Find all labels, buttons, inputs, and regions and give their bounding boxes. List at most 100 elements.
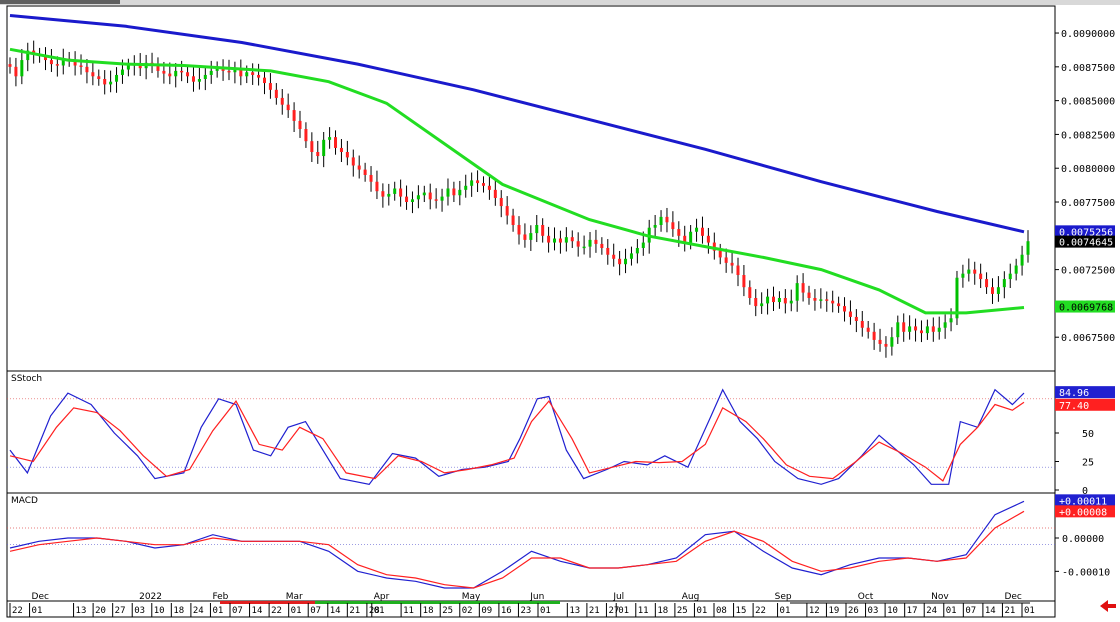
day-label: 01 (540, 606, 551, 616)
sstoch-tick-label: 0 (1082, 486, 1088, 497)
candle-body (156, 64, 160, 71)
candle-body (1002, 279, 1006, 288)
candle-body (1014, 265, 1018, 274)
day-label: 07 (965, 606, 976, 616)
day-label: 01 (696, 606, 707, 616)
month-label: Mar (286, 592, 303, 602)
scroll-left-arrow-icon[interactable] (1100, 600, 1116, 612)
sstoch-k-line (9, 388, 1025, 485)
day-label: 22 (755, 606, 766, 616)
last-price-label: 0.0074645 (1059, 238, 1113, 249)
day-label: 10 (887, 606, 898, 616)
candle-body (434, 199, 438, 201)
ma-slow-value-label: 0.0075256 (1059, 227, 1113, 238)
sstoch-tick-label: 50 (1082, 429, 1094, 440)
sstoch-axis: 50 25 0 (7, 398, 1094, 497)
candle-body (493, 189, 497, 198)
candle-body (541, 225, 545, 236)
candle-body (843, 306, 847, 312)
last-price-label-box (1055, 235, 1115, 248)
price-tick-label: 0.0072500 (1061, 266, 1115, 277)
macd-signal-line (9, 510, 1025, 589)
candle-body (777, 298, 781, 303)
candle-body (120, 69, 124, 75)
x-axis-months: Dec 2022 Feb Mar Apr May Jun Jul Aug Sep Oct Nov Dec (32, 592, 1022, 602)
candle-body (612, 254, 616, 259)
candle-body (831, 300, 835, 304)
macd-value-labels: +0.00011+0.00008 (1055, 494, 1115, 518)
day-label: 22 (12, 606, 23, 616)
candle-body (174, 70, 178, 77)
candle-body (410, 199, 414, 203)
macd-tick-label: -0.00010 (1062, 567, 1110, 578)
price-tick-label: 0.0080000 (1061, 164, 1115, 175)
month-label: Nov (931, 592, 949, 602)
day-label: 22 (271, 606, 282, 616)
day-label: 18 (173, 606, 184, 616)
candle-body (635, 247, 639, 254)
candle-body (197, 79, 201, 82)
day-label: 28 (369, 606, 380, 616)
candle-body (553, 238, 557, 243)
sstoch-k-value-label-box (1055, 386, 1115, 399)
day-label: 01 (618, 606, 629, 616)
candle-body (399, 188, 403, 197)
candle-body (955, 277, 959, 319)
candle-body (49, 60, 53, 65)
candle-body (730, 262, 734, 266)
ma-fast-value-label-box (1055, 300, 1115, 313)
candle-body (990, 287, 994, 294)
candle-body (375, 181, 379, 192)
candle-body (97, 76, 101, 79)
candle-body (588, 239, 592, 247)
candle-body (55, 64, 59, 66)
candle-body (268, 83, 272, 90)
candle-body (931, 326, 935, 332)
candle-body (813, 298, 817, 301)
day-label: 17 (907, 606, 918, 616)
candle-body (505, 206, 509, 216)
candle-body (109, 81, 113, 85)
candle-body (825, 299, 829, 301)
ma-fast-value-label: 0.0069768 (1059, 303, 1113, 314)
candle-body (724, 257, 728, 263)
candle-body (14, 66, 18, 77)
candle-body (162, 70, 166, 74)
candle-body (517, 225, 521, 235)
candle-body (26, 50, 30, 61)
candle-body (819, 299, 823, 301)
day-label: 23 (520, 606, 531, 616)
day-label: 14 (252, 606, 263, 616)
candle-body (629, 253, 633, 259)
month-label: 2022 (139, 592, 162, 602)
candle-body (641, 242, 645, 248)
candle-body (316, 152, 320, 157)
candle-body (292, 110, 296, 121)
day-label: 02 (462, 606, 473, 616)
candle-body (405, 196, 409, 203)
day-label: 25 (442, 606, 453, 616)
candle-body (949, 318, 953, 323)
sstoch-k-value-label: 84.96 (1059, 388, 1089, 399)
candle-body (902, 322, 906, 332)
candle-body (416, 195, 420, 200)
date-strip-gray-segment (790, 601, 1030, 604)
candle-body (529, 233, 533, 240)
macd-value-label: +0.00011 (1059, 496, 1107, 507)
candle-body (233, 69, 237, 73)
candle-body (683, 235, 687, 243)
candle-body (1020, 254, 1024, 266)
month-label: Dec (32, 592, 49, 602)
month-label: May (462, 592, 481, 602)
candle-body (304, 129, 308, 142)
day-label: 27 (115, 606, 126, 616)
candle-body (20, 60, 24, 77)
candle-body (618, 258, 622, 265)
date-strip-green-segment (315, 601, 560, 604)
candle-body (748, 287, 752, 298)
candle-body (440, 196, 444, 201)
day-label: 18 (423, 606, 434, 616)
candle-body (884, 343, 888, 347)
candle-body (653, 225, 657, 228)
